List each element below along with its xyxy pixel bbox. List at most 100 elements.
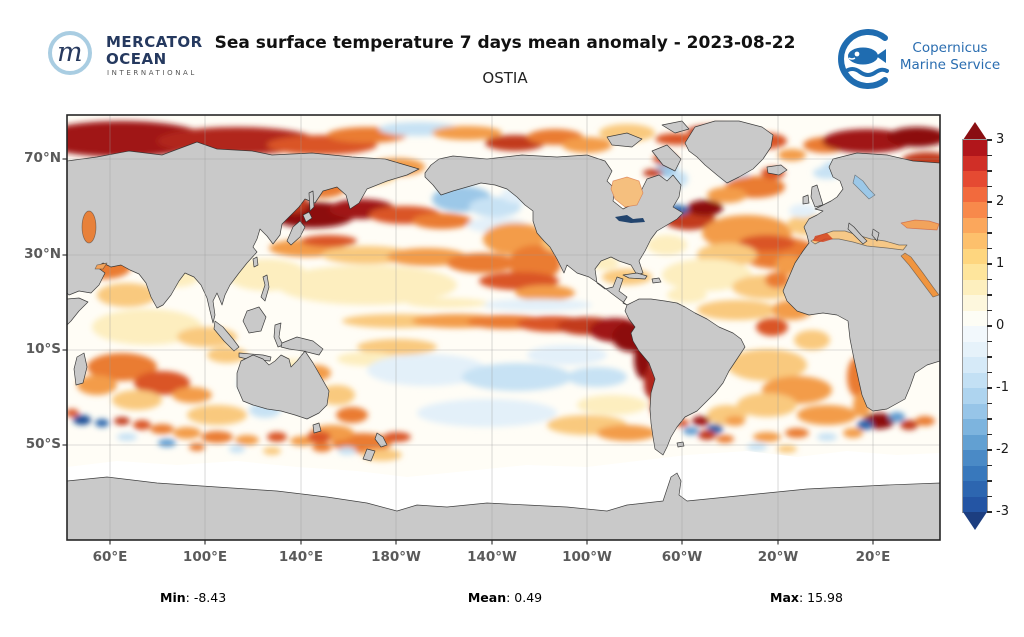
anomaly-blob (527, 345, 607, 365)
anomaly-blob (150, 424, 174, 434)
sea-caspian (81, 210, 97, 244)
stat-min-label: Min (160, 590, 186, 605)
anomaly-blob (312, 442, 332, 452)
land-hokkaido (302, 211, 313, 223)
land-sumatra (213, 320, 240, 352)
colorbar-segment (963, 171, 987, 187)
page-title: Sea surface temperature 7 days mean anom… (214, 33, 796, 53)
colorbar-tick (987, 387, 992, 389)
colorbar-tick (987, 371, 992, 374)
anomaly-blob (789, 204, 817, 218)
anomaly-blob (778, 149, 806, 161)
colorbar-segment (963, 233, 987, 249)
colorbar-segment (963, 202, 987, 218)
anomaly-blob (915, 416, 935, 426)
anomaly-blob (667, 287, 707, 303)
colorbar-segment (963, 481, 987, 497)
anomaly-blob (469, 197, 521, 217)
land-sakhalin (308, 190, 315, 212)
lon-tick-label: 140°E (278, 549, 324, 565)
colorbar-tick-label: 1 (996, 256, 1005, 271)
anomaly-blob (889, 412, 905, 422)
land-new-guinea (280, 336, 324, 356)
world-map (62, 114, 941, 545)
colorbar-tick (987, 309, 992, 312)
anomaly-blob (114, 417, 130, 425)
colorbar-segment (963, 341, 987, 357)
land-japan (286, 220, 306, 246)
anomaly-blob (447, 253, 517, 273)
anomaly-blob (577, 395, 647, 415)
anomaly-blob (765, 272, 789, 288)
land-borneo (242, 306, 267, 334)
colorbar-tick (987, 170, 992, 172)
anomaly-blob (597, 425, 657, 441)
anomaly-blob (482, 299, 592, 311)
colorbar-tick (987, 402, 992, 405)
lat-tick-label: 50°S (25, 436, 61, 452)
colorbar-gradient (962, 139, 988, 513)
copernicus-fish-icon (838, 29, 889, 89)
anomaly-blob (725, 416, 745, 426)
colorbar-segment (963, 217, 987, 233)
colorbar-bottom-arrow (963, 512, 987, 530)
lon-tick-label: 20°E (855, 549, 891, 565)
anomaly-blob (747, 443, 767, 451)
lon-tick-label: 180°W (371, 549, 421, 565)
colorbar-tick (987, 139, 992, 141)
anomaly-blob (92, 309, 202, 345)
anomaly-blob (338, 447, 356, 455)
anomaly-blob (387, 248, 467, 266)
copernicus-logo-text: Copernicus Marine Service (897, 40, 1003, 74)
anomaly-blob (756, 318, 788, 336)
anomaly-blob (67, 409, 79, 417)
colorbar-tick (987, 433, 992, 436)
sea-black-sea (900, 219, 940, 231)
copernicus-marine-logo: Copernicus Marine Service (833, 28, 1003, 90)
anomaly-blob (698, 430, 716, 440)
land-north-america (424, 154, 684, 310)
colorbar-segment (963, 310, 987, 326)
land-hispaniola (651, 277, 662, 284)
stat-min-value: -8.43 (193, 590, 227, 605)
colorbar-segment (963, 357, 987, 373)
anomaly-blob (739, 235, 795, 251)
anomaly-blob (77, 375, 117, 395)
anomaly-blob (172, 387, 212, 403)
colorbar-tick-label: 0 (996, 318, 1005, 333)
anomaly-blob (267, 432, 287, 442)
lon-tick-label: 20°W (757, 549, 799, 565)
anomaly-blob (187, 405, 247, 425)
anomaly-blob (515, 285, 575, 301)
anomaly-blob (117, 433, 137, 441)
colorbar-segment (963, 264, 987, 280)
anomaly-blob (357, 339, 437, 355)
anomaly-blob (509, 245, 561, 281)
anomaly-blob (785, 428, 809, 438)
lon-tick-label: 60°W (661, 549, 703, 565)
anomaly-blob (235, 435, 259, 445)
stat-mean-value: 0.49 (514, 590, 543, 605)
anomaly-blob (383, 432, 411, 442)
colorbar-tick (987, 464, 992, 467)
colorbar-tick-label: 2 (996, 194, 1005, 209)
land-baffin-island (651, 144, 682, 172)
colorbar-tick (987, 247, 992, 250)
map-area: 60°E 100°E 140°E 180°W 140°W 100°W 60°W 20°W 20°… (24, 114, 941, 565)
land-europe-africa (782, 152, 940, 412)
page-subtitle: OSTIA (482, 69, 528, 87)
anomaly-blob (716, 435, 734, 443)
map-frame (66, 114, 941, 541)
land-south-america (624, 298, 746, 456)
land-madagascar (73, 352, 88, 386)
mercator-logo-line3: INTERNATIONAL (107, 69, 197, 77)
anomaly-blob (432, 126, 502, 140)
sea-hudson-bay (610, 176, 644, 208)
land-taiwan (252, 256, 259, 268)
colorbar-segment (963, 186, 987, 202)
colorbar-tick-label: -2 (996, 442, 1009, 457)
land-iceland (766, 164, 788, 176)
land-africa-horn (67, 297, 89, 326)
anomaly-blob (367, 354, 487, 386)
land-australia (236, 350, 330, 420)
